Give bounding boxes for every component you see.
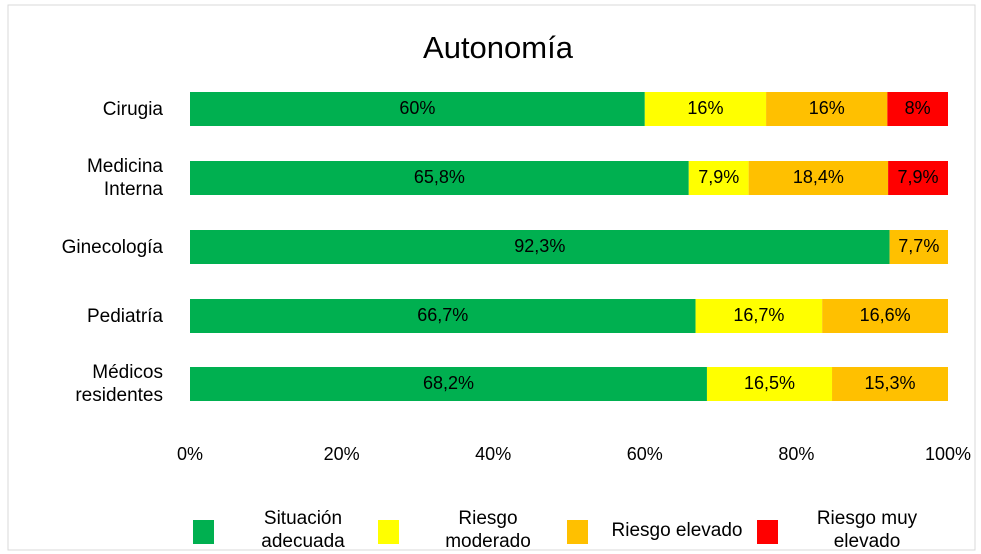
bar-segment: [688, 161, 749, 195]
chart-title: Autonomía: [423, 30, 574, 65]
x-tick-label: 60%: [627, 444, 663, 464]
value-label: 68,2%: [423, 373, 474, 393]
bar-segment: [706, 367, 833, 401]
value-label: 16%: [687, 98, 723, 118]
bar-segment: [190, 92, 645, 126]
bar-segment: [748, 161, 889, 195]
legend-swatch: [757, 520, 778, 544]
value-label: 7,7%: [898, 236, 939, 256]
value-label: 15,3%: [864, 373, 915, 393]
bar-segment: [695, 299, 823, 333]
value-label: 65,8%: [414, 167, 465, 187]
value-label: 16,6%: [860, 305, 911, 325]
value-label: 66,7%: [417, 305, 468, 325]
bar-segment: [190, 230, 890, 264]
value-label: 7,9%: [698, 167, 739, 187]
value-label: 16,7%: [733, 305, 784, 325]
bar-segment: [766, 92, 888, 126]
value-label: 16,5%: [744, 373, 795, 393]
value-label: 7,9%: [898, 167, 939, 187]
bar-segment: [190, 299, 696, 333]
chart-frame: [7, 4, 976, 551]
x-tick-label: 80%: [778, 444, 814, 464]
value-label: 92,3%: [514, 236, 565, 256]
legend-label: Situación adecuada: [261, 508, 345, 552]
value-label: 8%: [905, 98, 931, 118]
value-label: 16%: [809, 98, 845, 118]
bar-segment: [822, 299, 948, 333]
bar-segment: [889, 230, 948, 264]
bar-segment: [644, 92, 767, 126]
legend-label: Riesgo muy elevado: [816, 508, 918, 552]
bar-segment: [190, 367, 707, 401]
legend-swatch: [378, 520, 399, 544]
x-tick-label: 40%: [475, 444, 511, 464]
y-tick-label: Médicos residentes: [75, 362, 163, 406]
bar-segment: [887, 92, 948, 126]
bar-segment: [888, 161, 948, 195]
x-tick-label: 20%: [324, 444, 360, 464]
y-tick-label: Ginecología: [61, 236, 163, 258]
bar-segment: [832, 367, 948, 401]
legend-label: Riesgo moderado: [445, 508, 531, 552]
x-tick-label: 100%: [925, 444, 971, 464]
legend-label: Riesgo elevado: [611, 519, 743, 541]
y-tick-label: Medicina Interna: [86, 156, 163, 200]
y-tick-label: Cirugia: [102, 98, 163, 120]
x-tick-label: 0%: [177, 444, 203, 464]
legend-swatch: [193, 520, 214, 544]
value-label: 18,4%: [793, 167, 844, 187]
legend-swatch: [567, 520, 588, 544]
value-label: 60%: [399, 98, 435, 118]
y-tick-label: Pediatría: [86, 305, 163, 327]
bar-segment: [190, 161, 689, 195]
